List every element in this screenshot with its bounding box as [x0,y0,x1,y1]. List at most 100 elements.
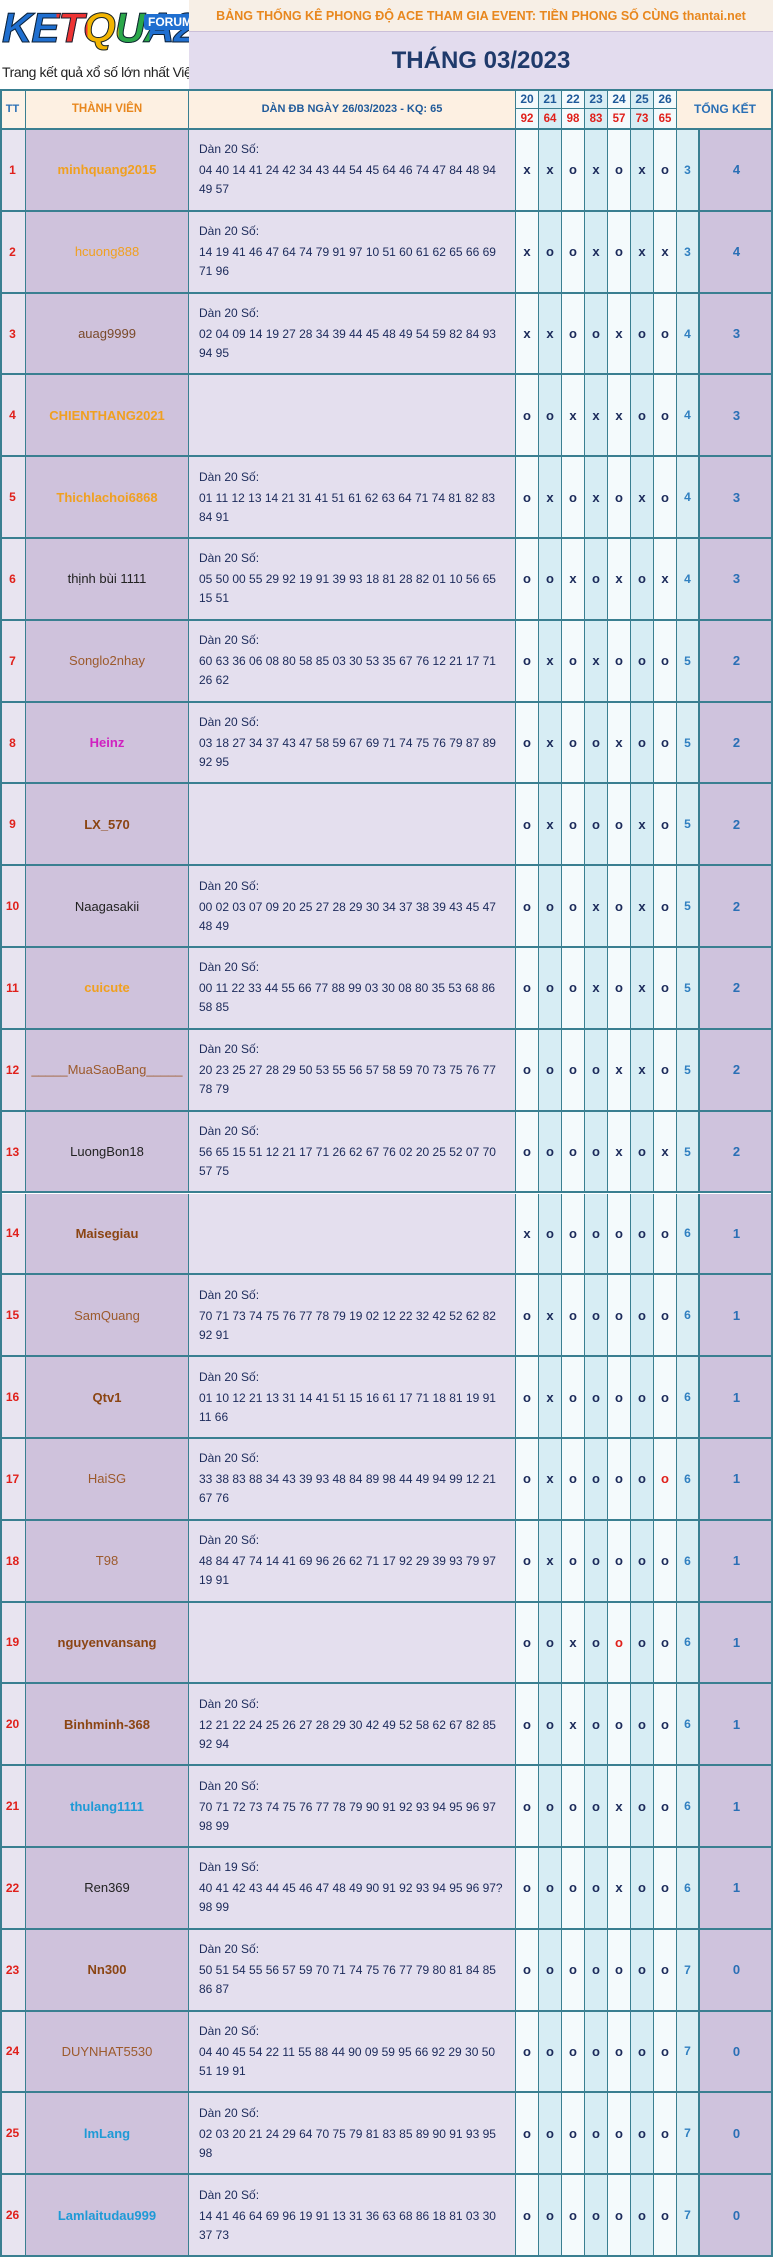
day-mark: o [562,702,585,785]
dan-numbers: 02 04 09 14 19 27 28 34 39 44 45 48 49 5… [199,327,496,360]
member-name: CHIENTHANG2021 [26,375,189,458]
day-mark: o [654,1029,677,1112]
dan-content: Dàn 20 Số: 01 11 12 13 14 21 31 41 51 61 … [199,468,505,527]
day-mark: x [631,948,654,1030]
day-mark: o [608,1275,631,1358]
dan-cell: Dàn 20 Số: 05 50 00 55 29 92 19 91 39 93 … [189,539,516,621]
count: 6 [677,1193,700,1276]
day-mark: o [654,1847,677,1930]
dan-numbers: 50 51 54 55 56 57 59 70 71 74 75 76 77 7… [199,1963,496,1997]
dan-title: Dàn 20 Số: [199,2105,260,2120]
dan-title: Dàn 20 Số: [199,1287,260,1302]
dan-numbers: 01 10 12 21 13 31 14 41 51 15 16 61 17 7… [199,1390,496,1424]
day-mark: o [585,784,608,867]
day-mark: o [516,1602,539,1685]
total: 1 [700,1684,773,1767]
day-mark: o [608,1929,631,2012]
day-mark: o [631,1929,654,2012]
dan-cell: Dàn 20 Số: 14 19 41 46 47 64 74 79 91 97 … [189,211,516,294]
dan-cell: Dàn 20 Số: 48 84 47 74 14 41 69 96 26 62 … [189,1520,516,1603]
count: 6 [677,1520,700,1603]
dan-cell [189,375,516,458]
day-mark: o [539,2011,562,2094]
day-mark: o [585,1111,608,1194]
dan-title: Dàn 20 Số: [199,1533,260,1548]
row-number: 11 [0,948,26,1030]
day-mark: o [539,1684,562,1767]
day-mark: o [654,1602,677,1685]
count: 7 [677,1929,700,2012]
day-mark: o [562,1438,585,1521]
dan-cell: Dàn 20 Số: 04 40 45 54 22 11 55 88 44 90 … [189,2011,516,2094]
member-name: T98 [26,1520,189,1603]
dan-cell: Dàn 20 Số: 70 71 73 74 75 76 77 78 79 19 … [189,1275,516,1358]
dan-numbers: 04 40 14 41 24 42 34 43 44 54 45 64 46 7… [199,163,496,197]
day-mark: o [654,1275,677,1358]
day-mark: o [608,1520,631,1603]
day-mark: o [562,1193,585,1276]
dan-title: Dàn 20 Số: [199,1696,260,1711]
row-number: 17 [0,1438,26,1521]
day-mark: o [608,130,631,212]
dan-content: Dàn 20 Số: 01 10 12 21 13 31 14 41 51 15 … [199,1368,505,1427]
member-name: nguyenvansang [26,1602,189,1685]
day-mark: x [608,1847,631,1930]
day-mark: o [608,1357,631,1439]
day-mark: x [631,457,654,540]
day-mark: o [562,293,585,376]
day-mark: o [562,784,585,867]
day-mark: o [539,1029,562,1112]
day-mark: o [608,948,631,1030]
day-mark: o [631,1766,654,1848]
day-mark: o [654,1193,677,1276]
day-mark: o [516,2011,539,2094]
row-number: 6 [0,539,26,621]
day-mark: o [585,2175,608,2257]
member-name: Ren369 [26,1847,189,1930]
day-mark: o [654,2011,677,2094]
day-mark: x [585,457,608,540]
header-result: 73 [631,109,654,130]
dan-content: Dàn 20 Số: 50 51 54 55 56 57 59 70 71 74 … [199,1940,505,1999]
dan-title: Dàn 20 Số: [199,715,260,730]
member-name: Qtv1 [26,1357,189,1439]
day-mark: o [631,2093,654,2176]
day-mark: x [585,948,608,1030]
day-mark: o [654,293,677,376]
day-mark: o [562,2175,585,2257]
total: 1 [700,1847,773,1930]
day-mark: o [654,1438,677,1521]
header-day: 22 [562,89,585,109]
dan-title: Dàn 19 Số: [199,1860,260,1875]
day-mark: x [608,293,631,376]
header-result: 83 [585,109,608,130]
row-number: 16 [0,1357,26,1439]
dan-content: Dàn 20 Số: 70 71 72 73 74 75 76 77 78 79 … [199,1777,505,1836]
row-number: 24 [0,2011,26,2094]
dan-content: Dàn 20 Số: 00 02 03 07 09 20 25 27 28 29 … [199,877,505,936]
total: 1 [700,1520,773,1603]
dan-numbers: 14 41 46 64 69 96 19 91 13 31 36 63 68 8… [199,2208,496,2242]
row-number: 18 [0,1520,26,1603]
logo: KETQUA2 FORUM Trang kết quả xổ số lớn nh… [0,0,227,89]
count: 4 [677,457,700,540]
day-mark: o [516,1111,539,1194]
day-mark: o [539,375,562,458]
day-mark: o [516,1929,539,2012]
day-mark: x [631,866,654,949]
day-mark: o [516,1766,539,1848]
member-name: LuongBon18 [26,1111,189,1194]
dan-numbers: 05 50 00 55 29 92 19 91 39 93 18 81 28 8… [199,572,496,606]
dan-cell [189,1602,516,1685]
dan-title: Dàn 20 Số: [199,551,260,566]
day-mark: x [539,1275,562,1358]
month-title: THÁNG 03/2023 [189,32,773,89]
day-mark: x [516,1193,539,1276]
day-mark: x [608,1766,631,1848]
dan-content: Dàn 20 Số: 20 23 25 27 28 29 50 53 55 56 … [199,1040,505,1099]
day-mark: o [585,539,608,621]
dan-cell: Dàn 20 Số: 60 63 36 06 08 80 58 85 03 30 … [189,620,516,703]
dan-title: Dàn 20 Số: [199,960,260,975]
day-mark: x [654,211,677,294]
count: 6 [677,1275,700,1358]
